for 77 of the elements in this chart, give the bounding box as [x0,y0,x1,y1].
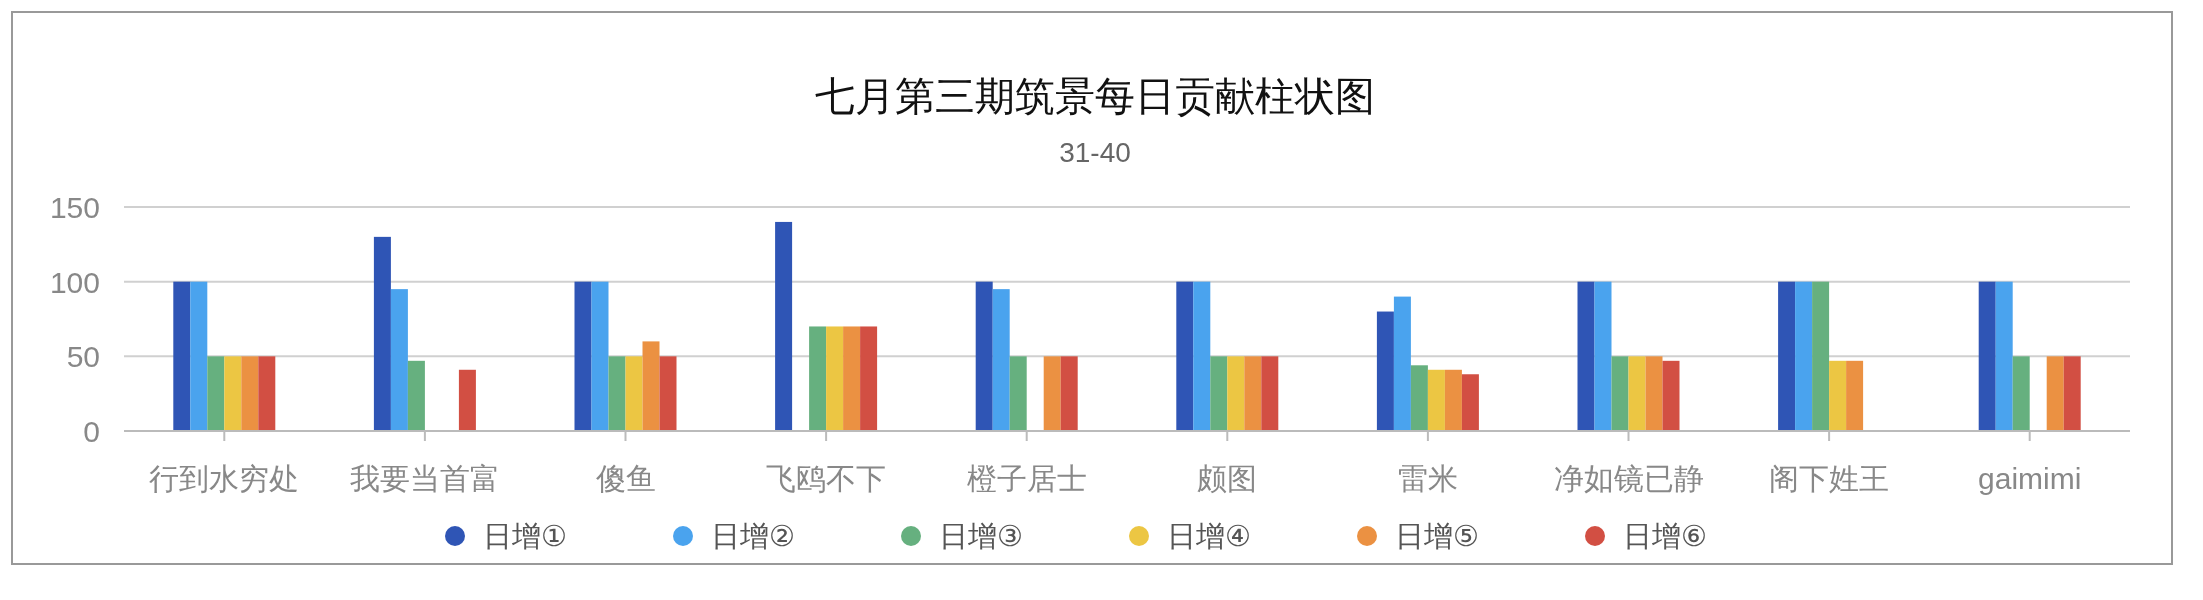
bar [625,356,643,431]
x-tick-label: 傻鱼 [595,462,656,495]
bar [1662,360,1680,431]
bar [659,356,677,431]
bar [574,281,592,431]
bar [1995,281,2013,431]
bar [1393,296,1411,431]
y-tick-label: 0 [83,415,100,448]
bar [2063,356,2081,431]
bar [860,326,878,431]
legend-label: 日增⑤ [1395,520,1479,552]
x-tick-label: 我要当首富 [349,462,500,495]
bar [1645,356,1663,431]
bar [190,281,208,431]
x-tick-label: 颇图 [1197,462,1258,495]
bar [1410,365,1428,431]
bar [775,221,793,431]
bar [1812,281,1830,431]
x-tick-label: gaimimi [1978,462,2082,495]
y-tick-label: 50 [66,340,100,374]
bar [1176,281,1194,431]
bar [1978,281,1996,431]
bar [1043,356,1061,431]
legend-label: 日增④ [1167,520,1251,552]
x-tick-label: 净如镜已静 [1553,462,1704,495]
x-tick-label: 飞鸥不下 [766,462,887,495]
bar [241,356,259,431]
chart-subtitle: 31-40 [1059,137,1131,168]
bar [1628,356,1646,431]
legend-label: 日增① [483,520,567,552]
bar [1829,360,1847,431]
bar [1261,356,1279,431]
bar [1427,369,1445,431]
bar [1376,311,1394,431]
bar [1210,356,1228,431]
bar [173,281,191,431]
bar [1594,281,1612,431]
plot: 0 50 100 150 行到水穷处 我要当首富 傻鱼 飞鸥不下 橙子居士 颇图 雷米 净如镜已静 阁下姓王 gaimimi [49,191,2131,495]
bar [1461,374,1479,431]
bar [1778,281,1796,431]
bar [1009,356,1027,431]
bar [591,281,609,431]
x-tick-label: 橙子居士 [966,462,1087,495]
bar [1795,281,1813,431]
chart-title: 七月第三期筑景每日贡献柱状图 [815,74,1375,118]
bar [1846,360,1864,431]
legend-label: 日增③ [939,520,1023,552]
bar [390,289,408,431]
bar [826,326,844,431]
bar [2046,356,2064,431]
bar [458,369,476,431]
legend-label: 日增⑥ [1623,520,1707,552]
bar [1244,356,1262,431]
bar [1444,369,1462,431]
bar [992,289,1010,431]
bar [1060,356,1078,431]
bar [2012,356,2030,431]
x-tick-label: 阁下姓王 [1769,462,1890,495]
x-tick-label: 雷米 [1397,462,1458,495]
bar [1193,281,1211,431]
bar [843,326,861,431]
y-tick-label: 100 [49,265,100,299]
bar [224,356,242,431]
y-tick-label: 150 [49,191,100,224]
bar [809,326,827,431]
bar [975,281,993,431]
legend-label: 日增② [711,520,795,552]
bar [207,356,225,431]
bar [608,356,626,431]
bar [1227,356,1245,431]
bar [373,236,391,431]
bar [407,360,425,431]
bar [1577,281,1595,431]
x-tick-label: 行到水穷处 [149,462,300,495]
bar [258,356,276,431]
bar [642,341,660,431]
bar [1611,356,1629,431]
